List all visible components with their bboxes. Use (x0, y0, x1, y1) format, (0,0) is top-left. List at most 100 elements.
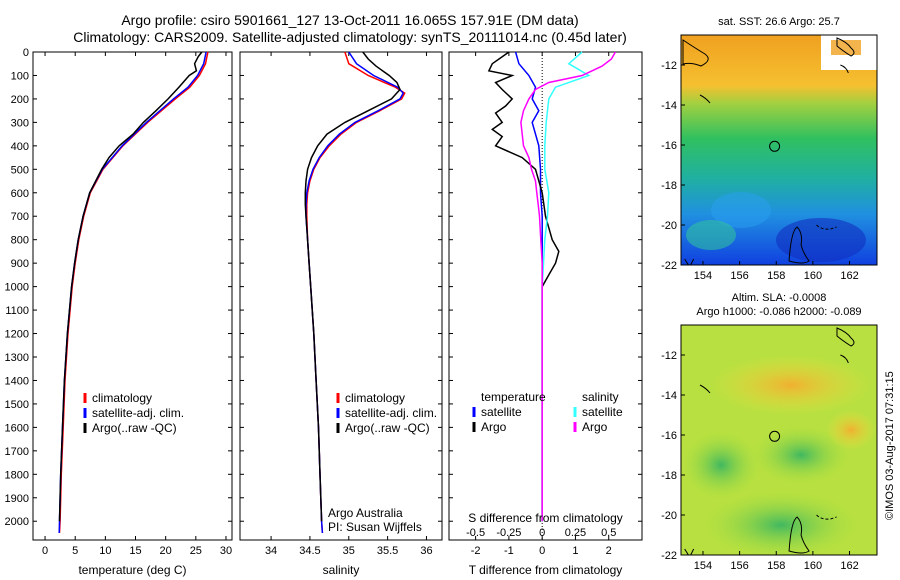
sla-low-blob (681, 430, 761, 500)
depth-tick-label: 1500 (5, 399, 29, 411)
salinity-xtick-label: 34.5 (299, 545, 320, 557)
salinity-legend-label: Argo(..raw -QC) (345, 421, 430, 435)
depth-tick-label: 1300 (5, 352, 29, 364)
depth-tick-label: 1700 (5, 446, 29, 458)
depth-tick-label: 1900 (5, 493, 29, 505)
temperature-axes-frame (32, 51, 233, 541)
sla_map-coastline (699, 384, 711, 394)
depth-tick-label: 1100 (5, 305, 29, 317)
temperature-xlabel: temperature (deg C) (78, 563, 186, 577)
salinity-xtick-label: 36 (420, 545, 432, 557)
sla_map-reef-outline (816, 514, 837, 520)
sla_map-argo-position-marker (769, 430, 781, 442)
depth-tick-label: 0 (23, 47, 29, 59)
sst_map-coastline (840, 64, 849, 74)
salinity-line-black (304, 51, 401, 522)
salinity-annotation-line2: PI: Susan Wijffels (328, 520, 422, 534)
sla-map-subtitle: Argo h1000: -0.086 h2000: -0.089 (696, 306, 861, 318)
difference-legend-title-temperature: temperature (481, 390, 546, 404)
difference-salinity-legend-label: Argo (582, 420, 608, 434)
sst_map-coastline (684, 258, 695, 265)
depth-tick-label: 200 (11, 94, 29, 106)
sst_map-field (681, 35, 877, 265)
sla_map-xtick-label: 162 (840, 560, 858, 572)
sla_map-xtick-label: 156 (730, 560, 748, 572)
sst_map-ytick-label: -22 (661, 260, 677, 272)
difference-temperature-legend-label: satellite (481, 405, 522, 419)
sst_map-coastline (836, 37, 855, 57)
sst_map-coastline (682, 39, 709, 67)
depth-tick-label: 1000 (5, 282, 29, 294)
sla_map-ytick-label: -12 (661, 350, 677, 362)
difference-x2tick-label: 0.25 (565, 527, 586, 539)
sst-mid-blob (686, 220, 736, 250)
difference-x2tick-label: 0 (539, 527, 545, 539)
sst_map-reef-outline (816, 224, 837, 230)
temperature-xtick-label: 30 (220, 545, 232, 557)
salinity-xtick-label: 34 (265, 545, 277, 557)
temperature-line-black (58, 51, 203, 522)
difference-line-blue (514, 51, 543, 522)
difference-xtick-label: 2 (606, 545, 612, 557)
temperature-line-red (58, 51, 209, 534)
chart-title-line1: Argo profile: csiro 5901661_127 13-Oct-2… (121, 12, 579, 28)
temperature-xtick-label: 20 (160, 545, 172, 557)
sla_map-ytick-label: -20 (661, 510, 677, 522)
salinity-legend-label: climatology (345, 391, 405, 405)
temperature-xtick-label: 15 (129, 545, 141, 557)
depth-tick-label: 700 (11, 211, 29, 223)
salinity-xtick-label: 35 (343, 545, 355, 557)
sla-low-blob (701, 490, 861, 555)
difference-xtick-label: -2 (471, 545, 481, 557)
sst_map-argo-position-marker (769, 140, 781, 152)
sla_map-xtick-label: 154 (694, 560, 712, 572)
depth-tick-label: 1400 (5, 375, 29, 387)
sst_map-ytick-label: -12 (661, 60, 677, 72)
sst_map-xtick-label: 158 (767, 270, 785, 282)
sla-high-blob (826, 410, 876, 450)
sla_map-ytick-label: -18 (661, 470, 677, 482)
difference-xlabel: T difference from climatology (469, 563, 623, 577)
sla_map-reef-outline (788, 516, 810, 554)
difference-temperature-legend-label: Argo (481, 420, 507, 434)
sst-map-title: sat. SST: 26.6 Argo: 25.7 (718, 16, 840, 28)
salinity-legend-label: satellite-adj. clim. (345, 406, 437, 420)
salinity-xtick-label: 35.5 (377, 545, 398, 557)
depth-tick-label: 400 (11, 141, 29, 153)
sst-cool-blob (711, 192, 771, 228)
sla-low-blob (751, 425, 851, 485)
difference-salinity-legend-label: satellite (582, 405, 623, 419)
depth-tick-label: 1800 (5, 469, 29, 481)
difference-xtick-label: -1 (504, 545, 514, 557)
temperature-line-blue (58, 51, 207, 534)
sla_map-frame (680, 324, 878, 556)
sla_map-coastline (840, 354, 849, 364)
sst_map-ytick-label: -14 (661, 100, 677, 112)
sst_map-ytick-label: -18 (661, 180, 677, 192)
sst_map-xtick-label: 156 (730, 270, 748, 282)
temperature-xtick-label: 10 (99, 545, 111, 557)
salinity-xlabel: salinity (323, 563, 360, 577)
depth-tick-label: 500 (11, 164, 29, 176)
sst_map-xtick-label: 160 (804, 270, 822, 282)
difference-x2tick-label: 0.5 (601, 527, 616, 539)
sst_map-ytick-label: -16 (661, 140, 677, 152)
difference-line-black (487, 51, 560, 522)
salinity-annotation-line1: Argo Australia (328, 506, 403, 520)
sst_map-coastline (699, 94, 711, 104)
temperature-xtick-label: 25 (190, 545, 202, 557)
difference-x2tick-label: -0.5 (466, 527, 485, 539)
depth-tick-label: 300 (11, 117, 29, 129)
temperature-legend-label: Argo(..raw -QC) (92, 421, 177, 435)
sla_map-ytick-label: -22 (661, 550, 677, 562)
salinity-line-red (306, 51, 406, 534)
temperature-xtick-label: 5 (72, 545, 78, 557)
sla_map-ytick-label: -14 (661, 390, 677, 402)
sst_map-xtick-label: 154 (694, 270, 712, 282)
sla_map-xtick-label: 158 (767, 560, 785, 572)
difference-axes-frame (448, 51, 643, 541)
depth-tick-label: 800 (11, 235, 29, 247)
difference-xtick-label: 0 (539, 545, 545, 557)
sla-map-title: Altim. SLA: -0.0008 (732, 292, 827, 304)
